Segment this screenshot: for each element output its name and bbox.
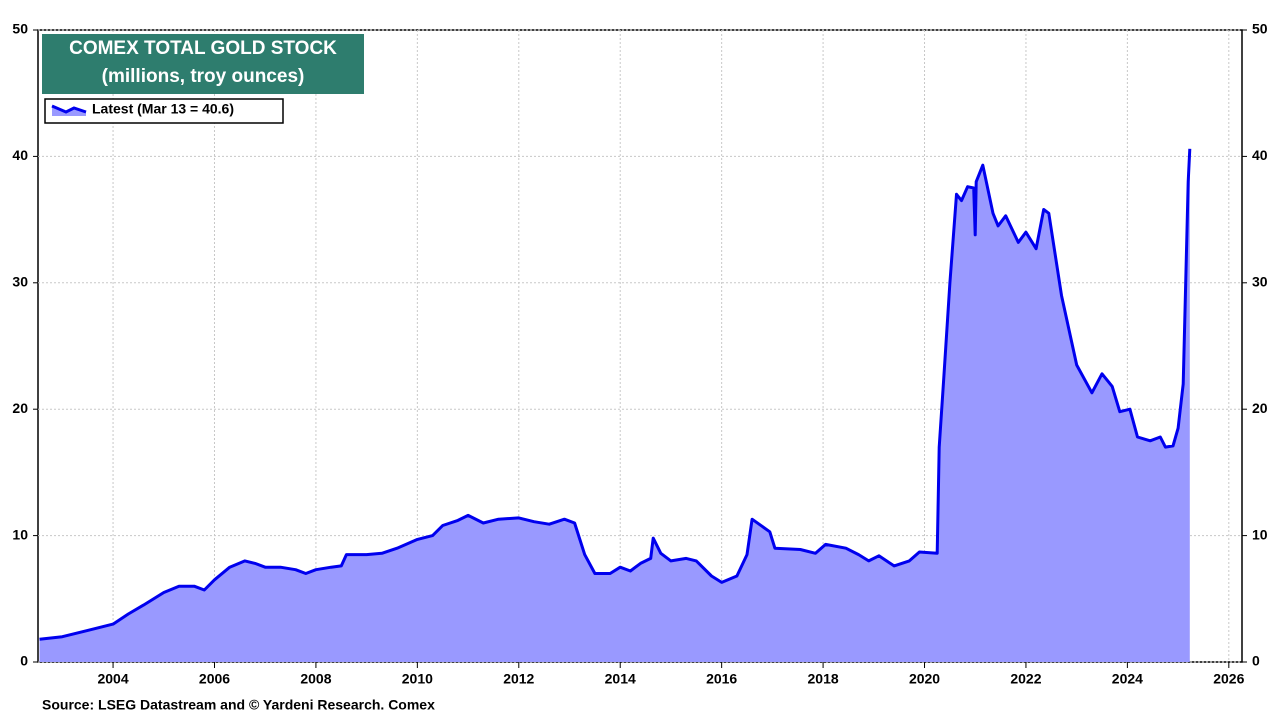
y-tick-label: 30 <box>12 274 28 290</box>
x-tick-label: 2012 <box>503 671 534 687</box>
y2-tick-label: 50 <box>1252 21 1268 37</box>
x-tick-label: 2004 <box>97 671 128 687</box>
x-tick-label: 2010 <box>402 671 433 687</box>
x-tick-label: 2006 <box>199 671 230 687</box>
y2-tick-label: 20 <box>1252 400 1268 416</box>
x-tick-label: 2008 <box>300 671 331 687</box>
x-tick-label: 2018 <box>808 671 839 687</box>
y2-tick-label: 10 <box>1252 526 1268 542</box>
x-tick-label: 2020 <box>909 671 940 687</box>
title-box <box>42 34 364 94</box>
y-tick-label: 20 <box>12 400 28 416</box>
chart-subtitle: (millions, troy ounces) <box>102 66 305 87</box>
line <box>39 148 1192 641</box>
y2-tick-label: 40 <box>1252 147 1268 163</box>
y2-tick-label: 0 <box>1252 653 1260 669</box>
y-tick-label: 0 <box>20 653 28 669</box>
x-tick-label: 2022 <box>1010 671 1041 687</box>
plot-area <box>38 29 1242 663</box>
legend-swatch-line <box>51 104 87 114</box>
area <box>39 148 1190 663</box>
y-tick-label: 50 <box>12 21 28 37</box>
legend-label: Latest (Mar 13 = 40.6) <box>92 101 234 117</box>
y-tick-label: 40 <box>12 147 28 163</box>
chart-title: COMEX TOTAL GOLD STOCK <box>69 38 337 59</box>
x-tick-label: 2026 <box>1213 671 1244 687</box>
source-note: Source: LSEG Datastream and © Yardeni Re… <box>42 697 435 713</box>
x-tick-label: 2016 <box>706 671 737 687</box>
y2-tick-label: 30 <box>1252 274 1268 290</box>
x-tick-label: 2014 <box>605 671 636 687</box>
x-tick-label: 2024 <box>1112 671 1143 687</box>
y-tick-label: 10 <box>12 526 28 542</box>
